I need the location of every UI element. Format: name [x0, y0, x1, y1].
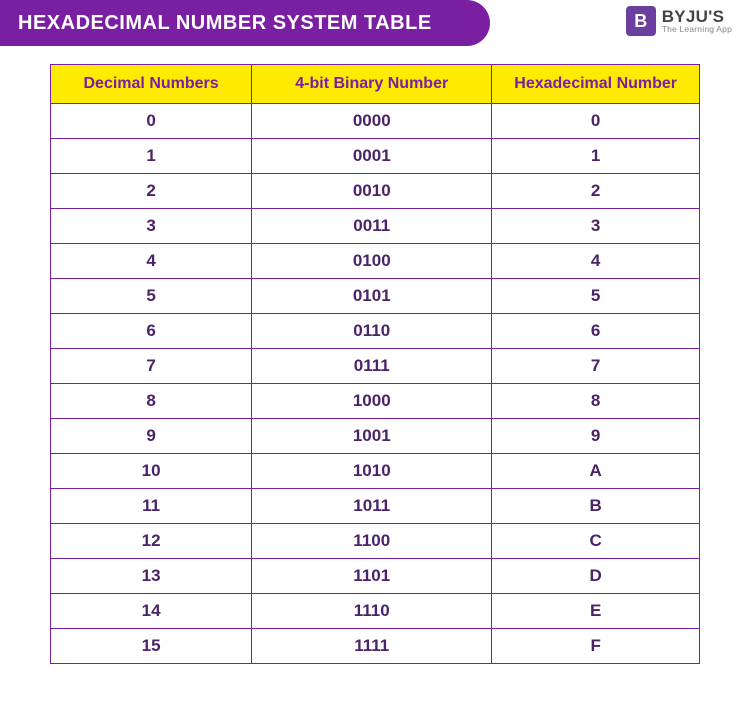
- cell-decimal: 15: [51, 629, 252, 664]
- title-banner: HEXADECIMAL NUMBER SYSTEM TABLE: [0, 0, 490, 46]
- col-header-binary: 4-bit Binary Number: [252, 65, 492, 104]
- cell-decimal: 0: [51, 104, 252, 139]
- brand-name: BYJU'S: [662, 8, 732, 25]
- cell-hex: A: [492, 454, 700, 489]
- cell-binary: 1010: [252, 454, 492, 489]
- cell-binary: 1101: [252, 559, 492, 594]
- table-row: 100011: [51, 139, 700, 174]
- cell-decimal: 12: [51, 524, 252, 559]
- cell-decimal: 11: [51, 489, 252, 524]
- cell-binary: 1011: [252, 489, 492, 524]
- table-row: 300113: [51, 209, 700, 244]
- cell-binary: 0110: [252, 314, 492, 349]
- table-row: 111011B: [51, 489, 700, 524]
- cell-decimal: 7: [51, 349, 252, 384]
- cell-hex: D: [492, 559, 700, 594]
- hex-table: Decimal Numbers 4-bit Binary Number Hexa…: [50, 64, 700, 664]
- cell-decimal: 4: [51, 244, 252, 279]
- cell-decimal: 10: [51, 454, 252, 489]
- cell-binary: 0000: [252, 104, 492, 139]
- cell-hex: 0: [492, 104, 700, 139]
- cell-binary: 1110: [252, 594, 492, 629]
- cell-hex: 9: [492, 419, 700, 454]
- cell-decimal: 1: [51, 139, 252, 174]
- brand-tagline: The Learning App: [662, 25, 732, 34]
- table-row: 701117: [51, 349, 700, 384]
- col-header-hex: Hexadecimal Number: [492, 65, 700, 104]
- cell-hex: E: [492, 594, 700, 629]
- cell-hex: 7: [492, 349, 700, 384]
- table-row: 810008: [51, 384, 700, 419]
- cell-decimal: 14: [51, 594, 252, 629]
- table-container: Decimal Numbers 4-bit Binary Number Hexa…: [0, 46, 750, 664]
- cell-decimal: 8: [51, 384, 252, 419]
- cell-hex: 8: [492, 384, 700, 419]
- cell-hex: F: [492, 629, 700, 664]
- cell-decimal: 2: [51, 174, 252, 209]
- cell-decimal: 6: [51, 314, 252, 349]
- cell-binary: 0100: [252, 244, 492, 279]
- table-row: 151111F: [51, 629, 700, 664]
- table-row: 401004: [51, 244, 700, 279]
- cell-hex: 6: [492, 314, 700, 349]
- brand-logo-text: BYJU'S The Learning App: [662, 8, 732, 34]
- table-body: 0000001000112001023001134010045010156011…: [51, 104, 700, 664]
- cell-decimal: 5: [51, 279, 252, 314]
- brand-logo-icon: B: [626, 6, 656, 36]
- table-row: 000000: [51, 104, 700, 139]
- page-title: HEXADECIMAL NUMBER SYSTEM TABLE: [18, 12, 432, 35]
- table-header-row: Decimal Numbers 4-bit Binary Number Hexa…: [51, 65, 700, 104]
- table-row: 501015: [51, 279, 700, 314]
- header-bar: HEXADECIMAL NUMBER SYSTEM TABLE B BYJU'S…: [0, 0, 750, 46]
- cell-decimal: 3: [51, 209, 252, 244]
- cell-hex: B: [492, 489, 700, 524]
- col-header-decimal: Decimal Numbers: [51, 65, 252, 104]
- cell-hex: 1: [492, 139, 700, 174]
- table-row: 121100C: [51, 524, 700, 559]
- cell-binary: 0101: [252, 279, 492, 314]
- cell-hex: 2: [492, 174, 700, 209]
- cell-hex: 3: [492, 209, 700, 244]
- cell-binary: 1100: [252, 524, 492, 559]
- cell-decimal: 13: [51, 559, 252, 594]
- brand-logo: B BYJU'S The Learning App: [626, 6, 732, 36]
- table-row: 141110E: [51, 594, 700, 629]
- cell-binary: 0010: [252, 174, 492, 209]
- cell-binary: 1001: [252, 419, 492, 454]
- table-row: 910019: [51, 419, 700, 454]
- cell-hex: 5: [492, 279, 700, 314]
- cell-binary: 0011: [252, 209, 492, 244]
- table-row: 200102: [51, 174, 700, 209]
- cell-decimal: 9: [51, 419, 252, 454]
- table-row: 601106: [51, 314, 700, 349]
- brand-logo-letter: B: [634, 11, 647, 32]
- cell-binary: 0001: [252, 139, 492, 174]
- cell-binary: 1111: [252, 629, 492, 664]
- table-row: 131101D: [51, 559, 700, 594]
- cell-binary: 1000: [252, 384, 492, 419]
- cell-binary: 0111: [252, 349, 492, 384]
- cell-hex: 4: [492, 244, 700, 279]
- cell-hex: C: [492, 524, 700, 559]
- table-row: 101010A: [51, 454, 700, 489]
